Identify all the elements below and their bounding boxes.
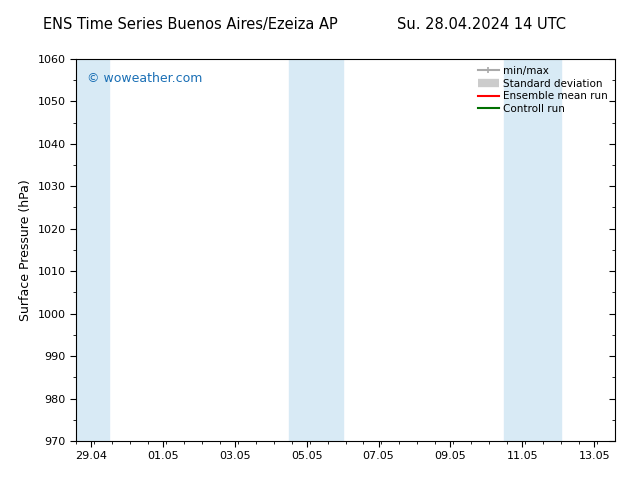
Bar — [76, 59, 109, 441]
Text: ENS Time Series Buenos Aires/Ezeiza AP: ENS Time Series Buenos Aires/Ezeiza AP — [43, 17, 337, 32]
Text: © woweather.com: © woweather.com — [87, 72, 202, 85]
Bar — [288, 59, 342, 441]
Bar — [504, 59, 561, 441]
Y-axis label: Surface Pressure (hPa): Surface Pressure (hPa) — [19, 179, 32, 321]
Text: Su. 28.04.2024 14 UTC: Su. 28.04.2024 14 UTC — [398, 17, 566, 32]
Legend: min/max, Standard deviation, Ensemble mean run, Controll run: min/max, Standard deviation, Ensemble me… — [476, 64, 610, 116]
